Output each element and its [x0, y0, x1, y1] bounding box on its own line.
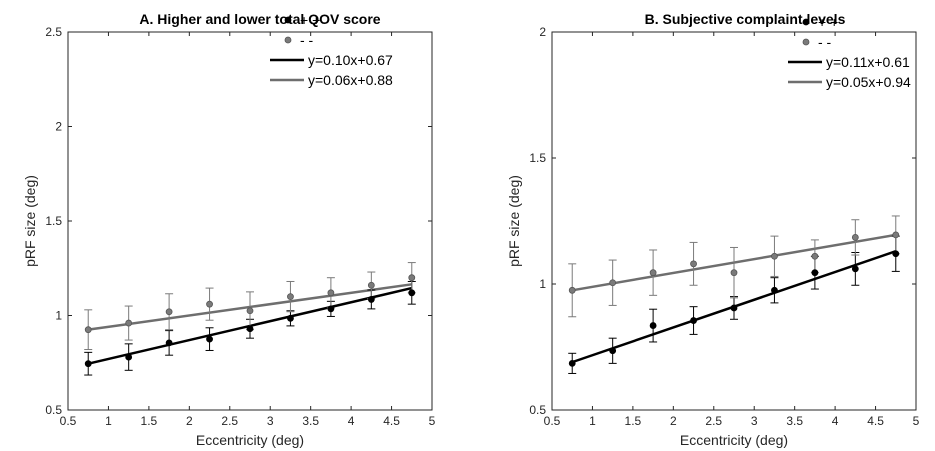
legend-label: - -	[818, 34, 832, 50]
data-point-minus	[609, 279, 617, 287]
legend-marker	[802, 18, 810, 26]
y-tick-label: 2.5	[45, 25, 62, 39]
data-point-minus	[206, 300, 213, 308]
x-tick-label: 4	[832, 414, 839, 428]
data-point-plus	[649, 322, 657, 329]
x-axis-label: Eccentricity (deg)	[680, 432, 788, 448]
y-tick-label: 1	[55, 309, 62, 323]
legend-label: + +	[818, 14, 838, 30]
x-tick-label: 1	[589, 414, 596, 428]
data-point-minus	[730, 269, 738, 277]
data-point-minus	[165, 308, 173, 316]
data-point-minus	[408, 274, 416, 282]
legend-marker	[802, 38, 810, 46]
x-tick-label: 4	[348, 414, 355, 428]
x-tick-label: 4.5	[383, 414, 400, 428]
data-point-minus	[568, 286, 576, 294]
legend-label: y=0.11x+0.61	[826, 54, 910, 70]
data-point-minus	[367, 281, 375, 289]
x-tick-label: 5	[913, 414, 920, 428]
plot-area	[67, 31, 433, 411]
data-point-minus	[690, 260, 697, 268]
data-point-minus	[246, 307, 254, 315]
data-point-plus	[609, 347, 617, 355]
legend-label: y=0.10x+0.67	[308, 52, 393, 68]
data-point-plus	[246, 325, 254, 333]
x-tick-label: 3.5	[786, 414, 803, 428]
chart-title: A. Higher and lower total QOV score	[139, 11, 380, 27]
x-tick-label: 0.5	[60, 414, 77, 428]
data-point-plus	[811, 269, 819, 277]
data-point-minus	[851, 233, 859, 241]
data-point-plus	[408, 289, 416, 297]
y-tick-label: 2	[539, 25, 546, 39]
data-point-plus	[367, 296, 375, 303]
legend-label: + +	[300, 12, 320, 28]
x-axis-label: Eccentricity (deg)	[196, 432, 304, 448]
x-tick-label: 3.5	[302, 414, 319, 428]
data-point-minus	[287, 293, 294, 301]
data-point-plus	[287, 314, 294, 322]
data-point-plus	[771, 286, 778, 294]
data-point-minus	[84, 326, 92, 334]
chart-panel-a: A. Higher and lower total QOV score 0.5 1 1…	[22, 11, 436, 448]
x-tick-label: 3	[751, 414, 758, 428]
y-tick-label: 0.5	[45, 403, 62, 417]
data-point-minus	[811, 252, 819, 260]
x-tick-label: 3	[267, 414, 274, 428]
y-tick-label: 1	[539, 277, 546, 291]
legend-label: - -	[300, 32, 314, 48]
x-tick-label: 5	[429, 414, 436, 428]
x-tick-label: 1.5	[141, 414, 158, 428]
data-point-plus	[851, 265, 859, 273]
data-point-plus	[568, 359, 576, 367]
data-point-plus	[730, 304, 738, 312]
x-tick-label: 4.5	[867, 414, 884, 428]
legend-label: y=0.05x+0.94	[826, 74, 911, 90]
data-point-minus	[771, 252, 778, 260]
y-tick-label: 1.5	[529, 151, 546, 165]
x-tick-label: 2	[186, 414, 193, 428]
y-axis-label: pRF size (deg)	[22, 175, 38, 267]
data-point-minus	[327, 289, 335, 297]
legend-marker	[284, 36, 292, 44]
x-tick-label: 0.5	[544, 414, 561, 428]
y-tick-label: 1.5	[45, 214, 62, 228]
plot-area	[551, 31, 917, 411]
data-point-plus	[690, 317, 697, 324]
chart-title: B. Subjective complaint levels	[645, 11, 846, 27]
x-tick-label: 1.5	[625, 414, 642, 428]
data-point-plus	[206, 335, 213, 343]
legend-marker	[284, 16, 292, 24]
data-point-plus	[125, 353, 133, 361]
x-tick-label: 2.5	[221, 414, 238, 428]
data-point-minus	[125, 319, 133, 327]
data-point-plus	[84, 360, 92, 368]
data-point-plus	[327, 305, 335, 313]
data-point-plus	[165, 339, 173, 347]
data-point-plus	[892, 250, 900, 258]
y-axis-label: pRF size (deg)	[506, 175, 522, 267]
legend-label: y=0.06x+0.88	[308, 72, 393, 88]
x-tick-label: 1	[105, 414, 112, 428]
x-tick-label: 2	[670, 414, 677, 428]
data-point-minus	[649, 269, 657, 277]
chart-panel-b: B. Subjective complaint levels 0.5 1 1.5 2 2.…	[506, 11, 920, 448]
x-tick-label: 2.5	[705, 414, 722, 428]
data-point-minus	[892, 231, 900, 239]
y-tick-label: 0.5	[529, 403, 546, 417]
y-tick-label: 2	[55, 120, 62, 134]
